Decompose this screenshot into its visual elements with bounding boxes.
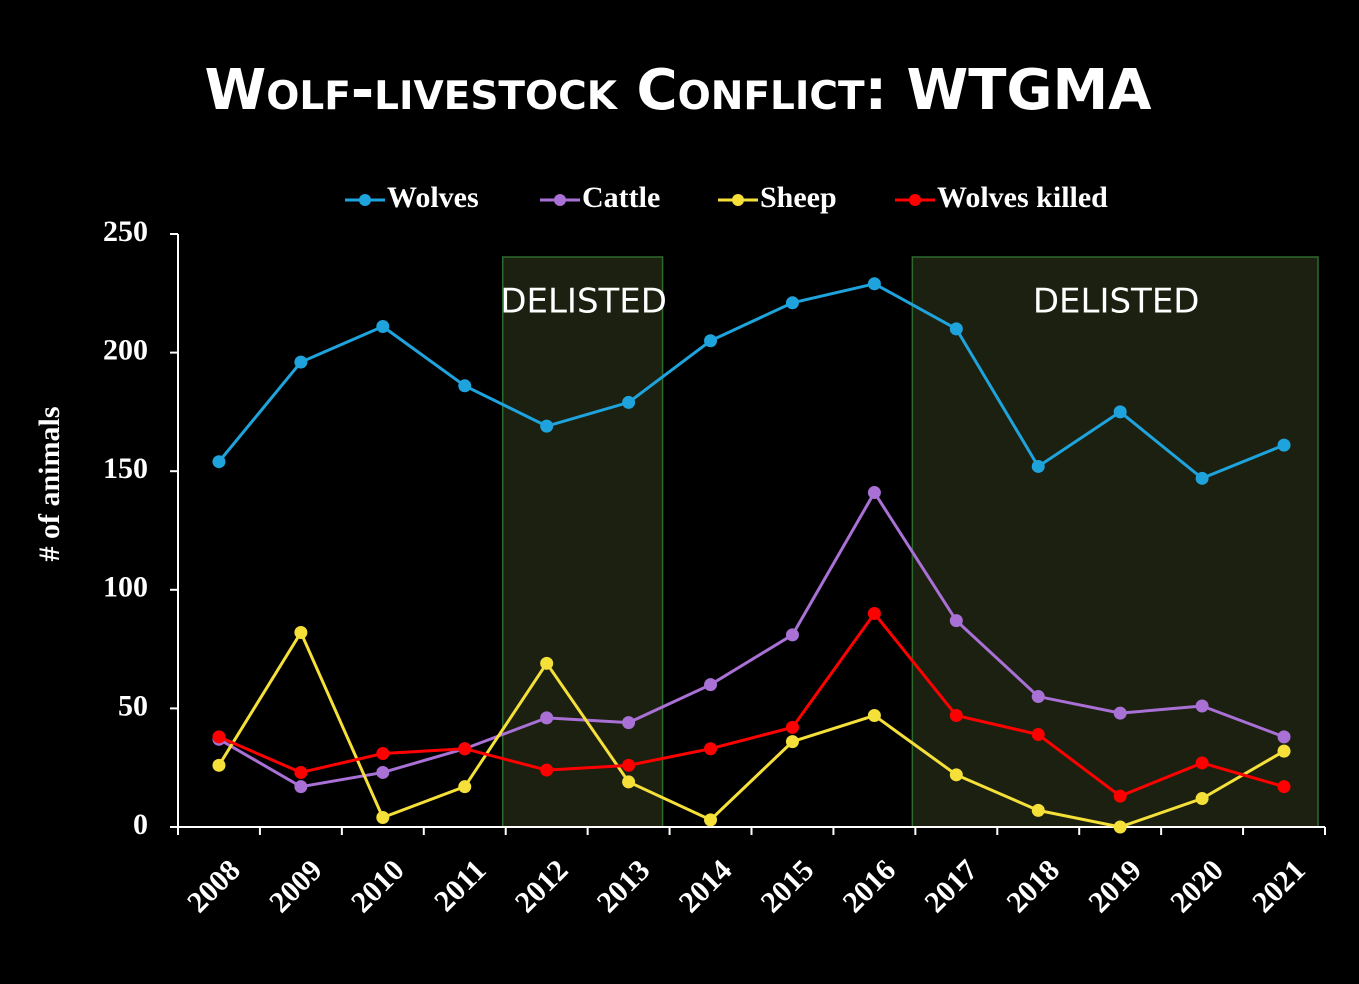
x-tick-label: 2015 <box>755 853 821 919</box>
data-point <box>376 746 390 760</box>
legend-marker <box>909 194 921 206</box>
legend-label: Wolves killed <box>937 181 1108 214</box>
data-point <box>212 455 226 469</box>
data-point <box>540 656 554 670</box>
data-point <box>1195 699 1209 713</box>
legend-marker <box>554 194 566 206</box>
data-point <box>376 765 390 779</box>
data-point <box>1195 471 1209 485</box>
data-point <box>704 678 718 692</box>
data-point <box>458 742 472 756</box>
data-point <box>1113 706 1127 720</box>
annotation-label: DELISTED <box>1033 282 1200 322</box>
series-line <box>218 489 1285 789</box>
x-tick-label: 2012 <box>509 853 575 919</box>
x-tick-label: 2014 <box>673 853 739 919</box>
data-point <box>622 716 636 730</box>
data-point <box>540 711 554 725</box>
x-tick-label: 2013 <box>591 853 657 919</box>
legend-label: Cattle <box>582 181 660 214</box>
series-line <box>217 282 1285 481</box>
y-tick-label: 250 <box>103 215 148 248</box>
x-tick-label: 2021 <box>1246 853 1312 919</box>
legend-label: Wolves <box>387 181 479 214</box>
data-point <box>867 486 881 500</box>
data-point <box>294 780 308 794</box>
data-point <box>785 628 799 642</box>
data-point <box>376 811 390 825</box>
data-point <box>1113 405 1127 419</box>
chart-title: Wolf-livestock Conflict: WTGMA <box>204 58 1152 123</box>
y-tick-label: 0 <box>133 808 148 841</box>
data-point <box>622 758 636 772</box>
data-point <box>949 322 963 336</box>
data-point <box>785 735 799 749</box>
data-point <box>704 334 718 348</box>
legend-marker <box>732 194 744 206</box>
data-point <box>458 780 472 794</box>
data-point <box>1113 789 1127 803</box>
y-tick-label: 150 <box>103 452 148 485</box>
data-point <box>212 730 226 744</box>
annotation-label: DELISTED <box>500 282 667 322</box>
data-point <box>1277 730 1291 744</box>
data-point <box>867 607 881 621</box>
data-point <box>949 614 963 628</box>
x-tick-label: 2020 <box>1164 853 1230 919</box>
series-line <box>217 629 1285 829</box>
data-point <box>1195 756 1209 770</box>
x-tick-label: 2008 <box>181 853 247 919</box>
data-point <box>458 379 472 393</box>
data-point <box>1277 744 1291 758</box>
series-line <box>218 611 1285 798</box>
data-point <box>376 320 390 334</box>
data-point <box>540 419 554 433</box>
data-point <box>867 277 881 291</box>
data-point <box>1277 780 1291 794</box>
data-point <box>294 765 308 779</box>
data-point <box>1031 690 1045 704</box>
data-point <box>212 758 226 772</box>
data-point <box>704 813 718 827</box>
data-point <box>704 742 718 756</box>
data-point <box>622 395 636 409</box>
x-tick-label: 2009 <box>263 853 329 919</box>
x-tick-label: 2018 <box>1000 853 1066 919</box>
x-tick-label: 2016 <box>836 853 902 919</box>
data-point <box>1031 803 1045 817</box>
data-point <box>949 709 963 723</box>
data-point <box>785 720 799 734</box>
data-point <box>867 709 881 723</box>
data-point <box>1195 792 1209 806</box>
legend-label: Sheep <box>760 181 837 214</box>
delisted-region <box>911 256 1319 828</box>
data-point <box>785 296 799 310</box>
x-tick-label: 2019 <box>1082 853 1148 919</box>
x-tick-label: 2010 <box>345 853 411 919</box>
x-tick-label: 2011 <box>428 853 493 918</box>
data-point <box>294 625 308 639</box>
data-point <box>294 355 308 369</box>
legend-marker <box>359 194 371 206</box>
data-point <box>1031 459 1045 473</box>
data-point <box>540 763 554 777</box>
data-point <box>622 775 636 789</box>
y-tick-label: 200 <box>103 333 148 366</box>
data-point <box>1031 727 1045 741</box>
x-tick-label: 2017 <box>918 853 984 919</box>
data-point <box>1277 438 1291 452</box>
y-tick-label: 50 <box>118 689 148 722</box>
delisted-region <box>501 256 664 828</box>
y-tick-label: 100 <box>103 571 148 604</box>
data-point <box>949 768 963 782</box>
data-point <box>1113 820 1127 834</box>
y-axis-label: # of animals <box>33 406 66 561</box>
